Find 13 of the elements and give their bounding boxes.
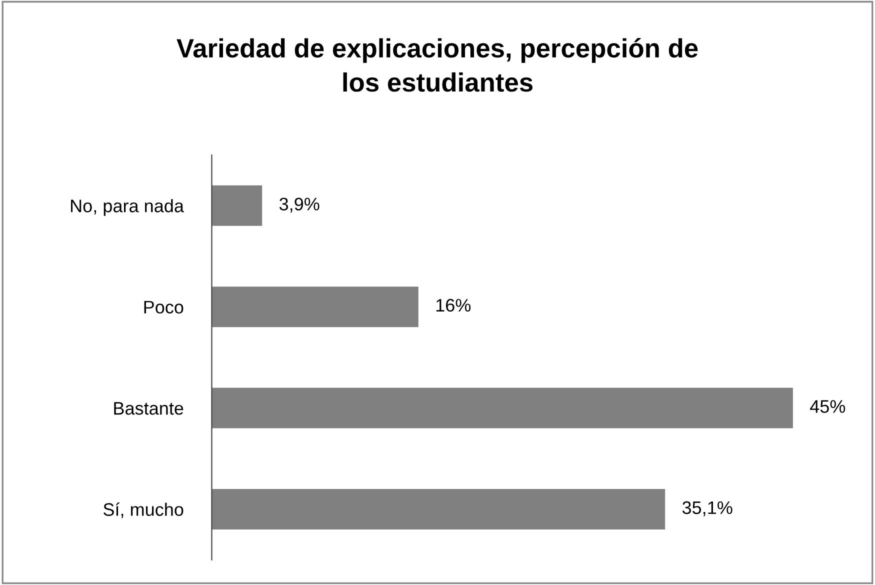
y-tick-label: Poco bbox=[144, 300, 184, 314]
y-tick-label: Sí, mucho bbox=[104, 502, 184, 518]
bar bbox=[212, 388, 793, 428]
chart-title: Variedad de explicaciones, percepción de los estudiantes bbox=[176, 38, 698, 92]
data-label: 35,1% bbox=[682, 501, 732, 516]
data-label: 45% bbox=[810, 400, 846, 413]
y-tick-label: Bastante bbox=[114, 402, 184, 415]
data-label: 16% bbox=[436, 298, 471, 312]
bar bbox=[212, 286, 418, 328]
bar bbox=[212, 185, 262, 226]
y-tick-label: No, para nada bbox=[71, 199, 184, 216]
bar bbox=[212, 489, 666, 530]
data-label: 3,9% bbox=[279, 198, 320, 213]
